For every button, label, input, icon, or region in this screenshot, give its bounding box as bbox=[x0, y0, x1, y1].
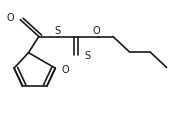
Text: O: O bbox=[62, 65, 69, 75]
Text: S: S bbox=[84, 51, 90, 61]
Text: O: O bbox=[93, 26, 100, 36]
Text: O: O bbox=[6, 13, 14, 23]
Text: S: S bbox=[54, 26, 60, 36]
